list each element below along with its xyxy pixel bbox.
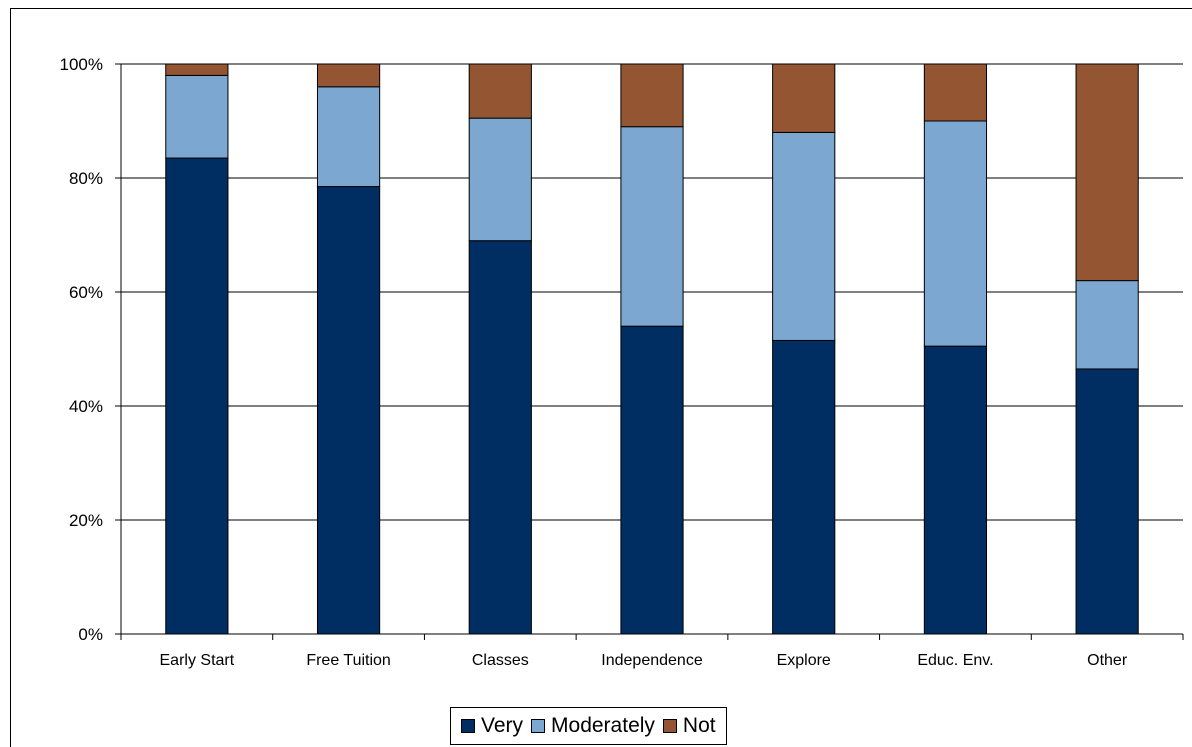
x-tick-label: Independence: [601, 652, 703, 669]
bar-moderately-5: [923, 120, 988, 347]
legend-label-not: Not: [682, 714, 716, 737]
bar-very-3: [620, 325, 684, 635]
legend: Very Moderately Not: [450, 707, 727, 745]
bar-not-4: [772, 63, 836, 133]
bars: [165, 63, 1139, 635]
bar-very-0: [165, 157, 229, 635]
y-tick-label: 60%: [69, 283, 103, 302]
x-tick-label: Explore: [777, 652, 831, 669]
bar-moderately-4: [772, 131, 836, 341]
y-tick-label: 100%: [60, 55, 103, 74]
bar-not-3: [620, 63, 684, 128]
legend-label-very: Very: [481, 714, 524, 737]
x-tick-label: Educ. Env.: [917, 652, 993, 669]
bar-moderately-3: [620, 126, 684, 327]
bar-not-0: [165, 63, 229, 76]
x-tick-label: Early Start: [160, 652, 235, 669]
y-tick-label: 20%: [69, 511, 103, 530]
x-tick-labels: Early Start Free Tuition Classes Independen…: [160, 652, 1128, 669]
legend-swatch-very: [461, 719, 475, 733]
bar-moderately-6: [1075, 280, 1139, 370]
legend-swatch-moderately: [531, 719, 546, 733]
bar-not-6: [1075, 63, 1139, 282]
legend-item-not: Not: [662, 714, 716, 738]
x-tick-label: Classes: [472, 652, 529, 669]
legend-label-moderately: Moderately: [551, 714, 655, 737]
bar-very-4: [772, 339, 836, 635]
axes: [115, 63, 1184, 640]
bar-not-2: [468, 63, 532, 119]
x-tick-label: Free Tuition: [306, 652, 390, 669]
y-tick-label: 0%: [78, 625, 103, 644]
bar-very-1: [316, 186, 381, 635]
bar-moderately-2: [468, 117, 532, 242]
legend-item-very: Very: [461, 714, 523, 738]
legend-swatch-not: [662, 719, 677, 733]
y-tick-label: 40%: [69, 397, 103, 416]
bar-not-1: [316, 63, 381, 88]
y-tick-labels: 0% 20% 40% 60% 80% 100%: [60, 55, 103, 644]
legend-item-moderately: Moderately: [531, 714, 655, 738]
x-tick-label: Other: [1087, 652, 1128, 669]
bar-very-5: [923, 345, 988, 635]
bar-not-5: [923, 63, 988, 122]
bar-moderately-0: [165, 74, 229, 159]
bar-very-2: [468, 240, 532, 635]
bar-moderately-1: [316, 86, 381, 188]
bar-very-6: [1075, 368, 1139, 635]
y-tick-label: 80%: [69, 169, 103, 188]
